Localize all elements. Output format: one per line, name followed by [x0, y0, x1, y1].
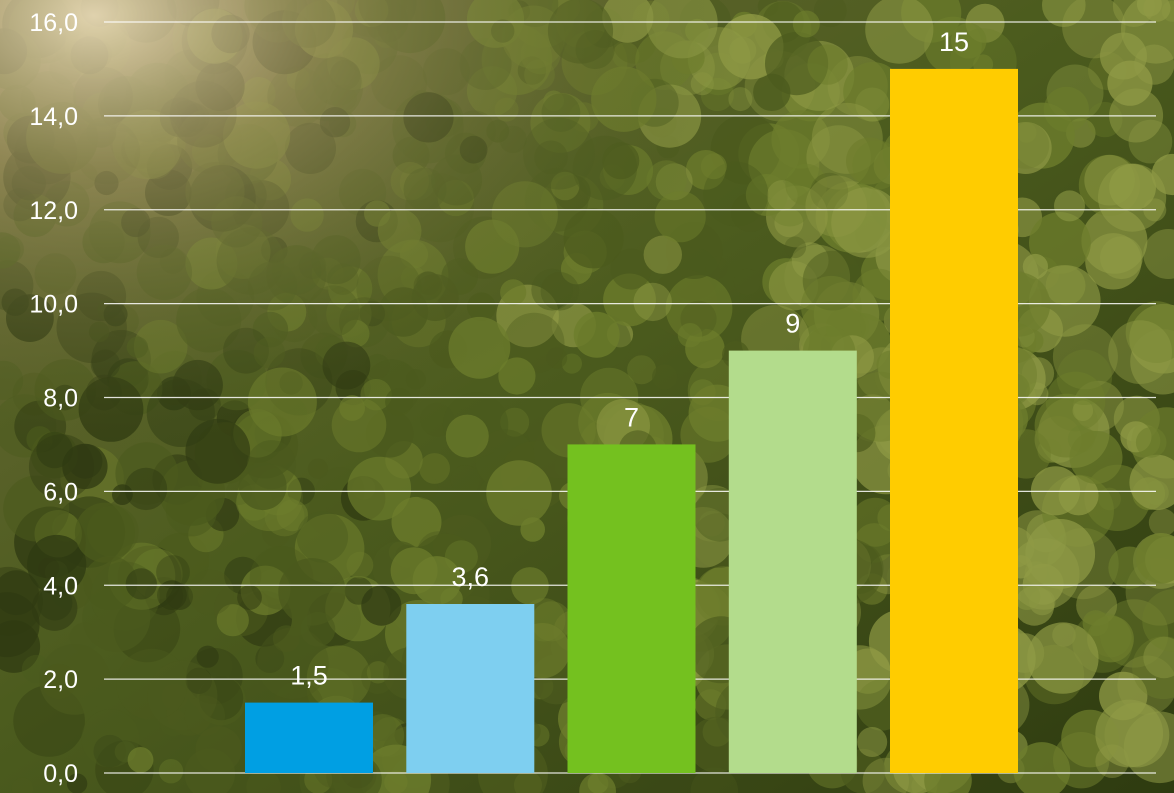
y-tick-label: 6,0 [43, 478, 78, 506]
y-tick-label: 14,0 [29, 103, 78, 131]
y-axis-ticks: 0,0 2,0 4,0 6,0 8,0 10,0 12,0 14,0 16,0 [29, 9, 78, 788]
bars [245, 68, 1018, 773]
bar [245, 702, 373, 773]
y-tick-label: 2,0 [43, 666, 78, 694]
bar [728, 350, 857, 773]
y-tick-label: 12,0 [29, 197, 78, 225]
y-tick-label: 0,0 [43, 760, 78, 788]
y-tick-label: 10,0 [29, 291, 78, 319]
bar-value-label: 3,6 [452, 562, 490, 592]
bar [406, 604, 535, 773]
bar [567, 444, 696, 773]
y-tick-label: 16,0 [29, 9, 78, 37]
bar-value-label: 1,5 [290, 661, 328, 691]
bar-value-label: 15 [939, 27, 969, 57]
bar-value-label: 7 [624, 402, 639, 432]
data-labels: 1,5 3,6 7 9 15 [290, 27, 969, 691]
y-tick-label: 4,0 [43, 572, 78, 600]
bar-value-label: 9 [785, 309, 800, 339]
bar [890, 68, 1018, 773]
y-tick-label: 8,0 [43, 385, 78, 413]
